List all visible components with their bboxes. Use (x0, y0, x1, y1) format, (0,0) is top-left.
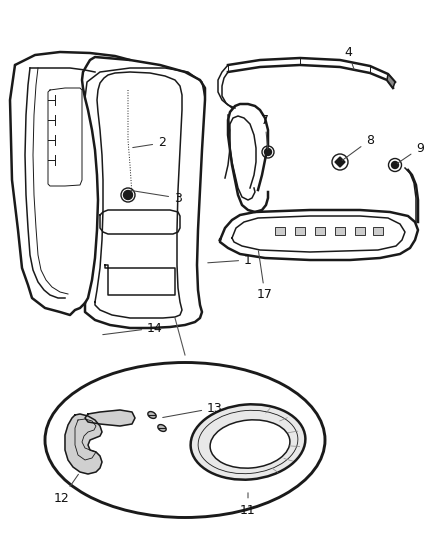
Ellipse shape (158, 425, 166, 431)
Bar (355, 227, 365, 235)
Text: 11: 11 (240, 493, 256, 516)
Text: 13: 13 (163, 401, 223, 417)
Text: 14: 14 (103, 321, 163, 335)
Text: 7: 7 (261, 114, 269, 149)
Circle shape (124, 190, 133, 199)
Polygon shape (335, 157, 345, 167)
Circle shape (265, 149, 272, 156)
Text: 17: 17 (257, 251, 273, 302)
Polygon shape (387, 74, 395, 88)
Text: 2: 2 (133, 136, 166, 149)
Bar (373, 227, 383, 235)
Text: 3: 3 (131, 190, 182, 205)
Ellipse shape (45, 362, 325, 518)
Text: 1: 1 (208, 254, 252, 266)
Ellipse shape (191, 405, 305, 480)
Bar (315, 227, 325, 235)
Ellipse shape (210, 420, 290, 468)
Text: 8: 8 (342, 133, 374, 160)
Bar (335, 227, 345, 235)
Text: 9: 9 (397, 141, 424, 164)
Text: 12: 12 (54, 474, 78, 505)
Bar (295, 227, 305, 235)
Ellipse shape (148, 411, 156, 418)
Text: 4: 4 (344, 45, 354, 69)
Bar (275, 227, 285, 235)
Polygon shape (65, 414, 102, 474)
Polygon shape (85, 410, 135, 426)
Circle shape (392, 161, 399, 168)
